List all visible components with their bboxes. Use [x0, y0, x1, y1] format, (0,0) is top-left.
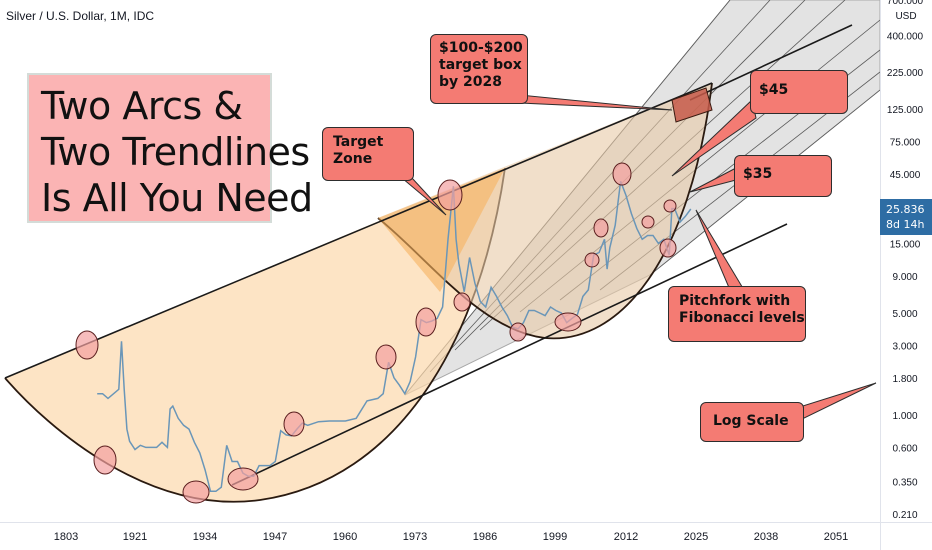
callout-35-label: $35	[743, 166, 773, 182]
highlight-circle	[659, 238, 677, 258]
pitchfork-pointer	[695, 209, 745, 291]
y-tick-label: 1.000	[892, 411, 917, 422]
highlight-circle	[227, 467, 259, 491]
callout-target-box-line-3: by 2028	[439, 74, 502, 90]
callout-45[interactable]: $45	[750, 70, 848, 114]
x-tick-label: 1947	[263, 531, 287, 543]
y-tick-label: 3.000	[892, 341, 917, 352]
y-tick-label: 5.000	[892, 309, 917, 320]
y-axis-ticks[interactable]: 700.000 400.000 225.000 125.000 75.000 45.000…	[887, 0, 924, 521]
x-tick-label: 1986	[473, 531, 497, 543]
y-tick-label: 1.800	[892, 374, 917, 385]
highlight-circle	[593, 218, 609, 238]
y-tick-label: 9.000	[892, 272, 917, 283]
callout-target-box-line-2: target box	[439, 57, 522, 73]
callout-target-zone[interactable]: Target Zone	[322, 127, 414, 181]
target-zone-area	[378, 168, 505, 292]
callout-target-box-line-1: $100-$200	[439, 40, 523, 56]
x-tick-label: 2025	[684, 531, 708, 543]
left-arc	[5, 168, 505, 502]
last-price-tag: 25.836 8d 14h	[880, 199, 932, 235]
highlight-circle	[584, 252, 600, 268]
target-box	[671, 87, 713, 123]
x-tick-label: 1973	[403, 531, 427, 543]
y-axis-unit: USD	[895, 11, 916, 22]
callout-log-scale-label: Log Scale	[713, 413, 789, 429]
y-tick-label: 400.000	[887, 31, 924, 42]
callout-target-zone-line-2: Zone	[333, 151, 373, 167]
y-tick-label: 0.350	[892, 478, 917, 489]
x-tick-label: 1803	[54, 531, 78, 543]
y-tick-label: 225.000	[887, 68, 924, 79]
callout-target-box[interactable]: $100-$200 target box by 2028	[430, 34, 528, 104]
y-tick-label: 15.000	[890, 239, 921, 250]
lower-trendline	[231, 223, 788, 486]
y-tick-label: 700.000	[887, 0, 924, 7]
highlight-circle	[437, 179, 463, 211]
x-tick-label: 1999	[543, 531, 567, 543]
x-tick-label: 2038	[754, 531, 778, 543]
x-tick-label: 1921	[123, 531, 147, 543]
highlight-circle	[453, 292, 471, 312]
upper-trendline-extension	[689, 24, 853, 101]
bar-countdown: 8d 14h	[886, 218, 925, 231]
highlight-circle	[75, 330, 99, 360]
headline-line-1: Two Arcs &	[41, 84, 243, 128]
callout-45-label: $45	[759, 82, 789, 98]
highlight-circle	[509, 322, 527, 342]
highlight-circle	[663, 199, 677, 213]
x-tick-label: 2051	[824, 531, 848, 543]
headline-line-3: Is All You Need	[41, 176, 313, 220]
highlight-circle	[612, 162, 632, 186]
highlight-circle	[283, 411, 305, 437]
callout-35[interactable]: $35	[734, 155, 832, 197]
highlight-circle	[641, 215, 655, 229]
x-tick-label: 1960	[333, 531, 357, 543]
callout-target-zone-line-1: Target	[333, 134, 384, 150]
x-tick-label: 2012	[614, 531, 638, 543]
callout-pitchfork[interactable]: Pitchfork with Fibonacci levels	[668, 286, 806, 342]
y-tick-label: 75.000	[890, 137, 921, 148]
last-price-value: 25.836	[886, 203, 925, 216]
y-tick-label: 125.000	[887, 105, 924, 116]
y-tick-label: 0.210	[892, 510, 917, 521]
price-series-line	[97, 181, 692, 493]
y-tick-label: 45.000	[890, 170, 921, 181]
highlight-circle	[182, 480, 210, 504]
callout-log-scale[interactable]: Log Scale	[700, 402, 804, 442]
highlight-circle	[554, 312, 582, 332]
headline-box: Two Arcs & Two Trendlines Is All You Nee…	[27, 73, 313, 223]
callout-pitchfork-line-1: Pitchfork with	[679, 293, 791, 309]
highlight-circles	[75, 162, 677, 504]
symbol-title: Silver / U.S. Dollar, 1M, IDC	[6, 9, 155, 23]
x-axis-ticks[interactable]: 1803 1921 1934 1947 1960 1973 1986 1999 2012 2025…	[54, 531, 848, 543]
headline-line-2: Two Trendlines	[41, 130, 310, 174]
highlight-circle	[375, 344, 397, 370]
callout-pitchfork-line-2: Fibonacci levels	[679, 310, 805, 326]
upper-trendline	[4, 82, 713, 379]
x-tick-label: 1934	[193, 531, 217, 543]
highlight-circle	[93, 445, 117, 475]
highlight-circle	[415, 307, 437, 337]
y-tick-label: 0.600	[892, 443, 917, 454]
